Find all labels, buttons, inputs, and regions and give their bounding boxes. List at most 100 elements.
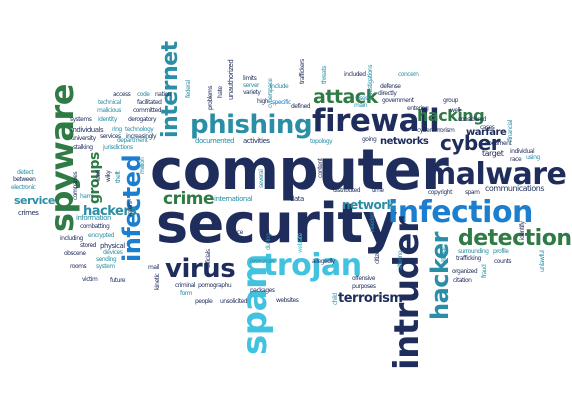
- word-server: server: [243, 82, 260, 89]
- word-committed: committed: [133, 107, 162, 114]
- word-technology: technology: [125, 126, 154, 133]
- word-information: information: [76, 214, 111, 222]
- word-people: people: [195, 298, 213, 305]
- word-phishing: phishing: [190, 110, 313, 140]
- word-firewall: firewall: [312, 103, 440, 139]
- word-high: high: [257, 98, 269, 105]
- word-specific: specific: [272, 99, 291, 106]
- word-copyright: copyright: [428, 189, 452, 196]
- word-crimes: crimes: [18, 209, 39, 217]
- word-attack: attack: [313, 86, 378, 108]
- word-system: system: [96, 263, 115, 270]
- word-theft: theft: [115, 171, 122, 183]
- word-traffickers: traffickers: [299, 59, 306, 84]
- word-hackers: hackers: [83, 204, 137, 219]
- word-defense: defense: [380, 83, 401, 90]
- word-physical: physical: [100, 242, 125, 250]
- word-malicious: malicious: [97, 107, 121, 114]
- word-mail: mail: [148, 264, 159, 271]
- word-child: child: [332, 293, 339, 305]
- word-between: between: [13, 176, 36, 183]
- word-hate: hate: [217, 86, 224, 98]
- word-code: code: [137, 91, 150, 98]
- word-going: going: [362, 136, 377, 143]
- word-million: million: [139, 157, 146, 175]
- word-pornographu: pornographu: [198, 282, 232, 289]
- word-websites: websites: [276, 297, 299, 304]
- word-crime: crime: [163, 189, 215, 209]
- word-malware: malware: [425, 157, 567, 192]
- word-topology: topology: [310, 138, 333, 145]
- word-companies: companies: [72, 171, 79, 200]
- word-networks: networks: [380, 136, 429, 147]
- word-cases: cases: [480, 124, 495, 131]
- word-computer: computer: [150, 138, 449, 203]
- word-investigations: investigations: [367, 65, 374, 100]
- word-university: university: [71, 135, 96, 142]
- word-government: government: [382, 97, 414, 104]
- word-offensive: offensive: [352, 275, 375, 282]
- word-packages: packages: [250, 287, 275, 294]
- word-during: during: [265, 233, 272, 250]
- word-documented: documented: [195, 137, 235, 145]
- word-jurisdictions: jurisdictions: [103, 144, 133, 151]
- word-spyware: spyware: [43, 84, 81, 232]
- word-organized: organized: [452, 268, 478, 275]
- word-uses: uses: [356, 95, 368, 102]
- word-cyberterrorism: cyberterrorism: [417, 127, 455, 134]
- word-refers: refers: [127, 201, 134, 216]
- word-trafficking: trafficking: [456, 255, 481, 262]
- word-including: including: [60, 235, 83, 242]
- word-profile: profile: [493, 248, 509, 255]
- word-several: several: [258, 169, 265, 188]
- word-problems: problems: [207, 86, 214, 110]
- word-infection: infection: [388, 195, 533, 230]
- word-race: race: [510, 156, 522, 163]
- word-communications: communications: [485, 184, 545, 193]
- word-security: security: [156, 192, 398, 255]
- word-rooms: rooms: [70, 263, 87, 270]
- word-distributed: distributed: [333, 187, 361, 194]
- word-website: website: [297, 233, 304, 253]
- word-detection: detection: [458, 226, 572, 251]
- word-using: using: [526, 154, 540, 161]
- word-nation: nation: [155, 91, 171, 98]
- word-target: target: [482, 149, 504, 158]
- word-needed: needed: [369, 212, 376, 233]
- word-entering: entering: [407, 105, 429, 112]
- word-identity: identity: [98, 116, 117, 123]
- word-spam-small: spam: [465, 189, 480, 196]
- word-form: form: [180, 290, 193, 297]
- word-cyberspace: cyberspace: [267, 78, 274, 108]
- word-combatting: combatting: [80, 223, 110, 230]
- word-officials: officials: [205, 249, 212, 269]
- word-facilitated: facilitated: [137, 99, 162, 106]
- word-directly: directly: [378, 90, 397, 97]
- word-include: include: [270, 83, 289, 90]
- word-surrounding: surrounding: [458, 248, 489, 255]
- word-systems: systems: [70, 116, 92, 123]
- word-harm: harm: [80, 193, 94, 200]
- word-variety: variety: [243, 89, 261, 96]
- word-terrorism: terrorism: [338, 291, 403, 306]
- word-sending: sending: [96, 256, 117, 263]
- word-individual: individual: [510, 148, 535, 155]
- word-defined: defined: [291, 103, 311, 110]
- word-data: data: [290, 195, 304, 203]
- word-well: well: [450, 107, 460, 114]
- word-victim: victim: [82, 276, 98, 283]
- word-federal: federal: [185, 80, 192, 98]
- word-derogatory: derogatory: [128, 116, 157, 123]
- word-stored: stored: [80, 242, 96, 249]
- word-concern: concern: [398, 71, 419, 78]
- word-unlawful: unlawful: [539, 250, 546, 272]
- word-access: access: [113, 91, 131, 98]
- word-international: international: [214, 195, 253, 203]
- word-document: document: [485, 140, 512, 147]
- word-ring: ring: [112, 126, 122, 133]
- word-stalking: stalking: [73, 144, 93, 151]
- word-service: service: [14, 194, 55, 207]
- word-activities: activities: [243, 137, 270, 145]
- word-virus: virus: [165, 254, 236, 284]
- word-individuals: individuals: [71, 126, 104, 134]
